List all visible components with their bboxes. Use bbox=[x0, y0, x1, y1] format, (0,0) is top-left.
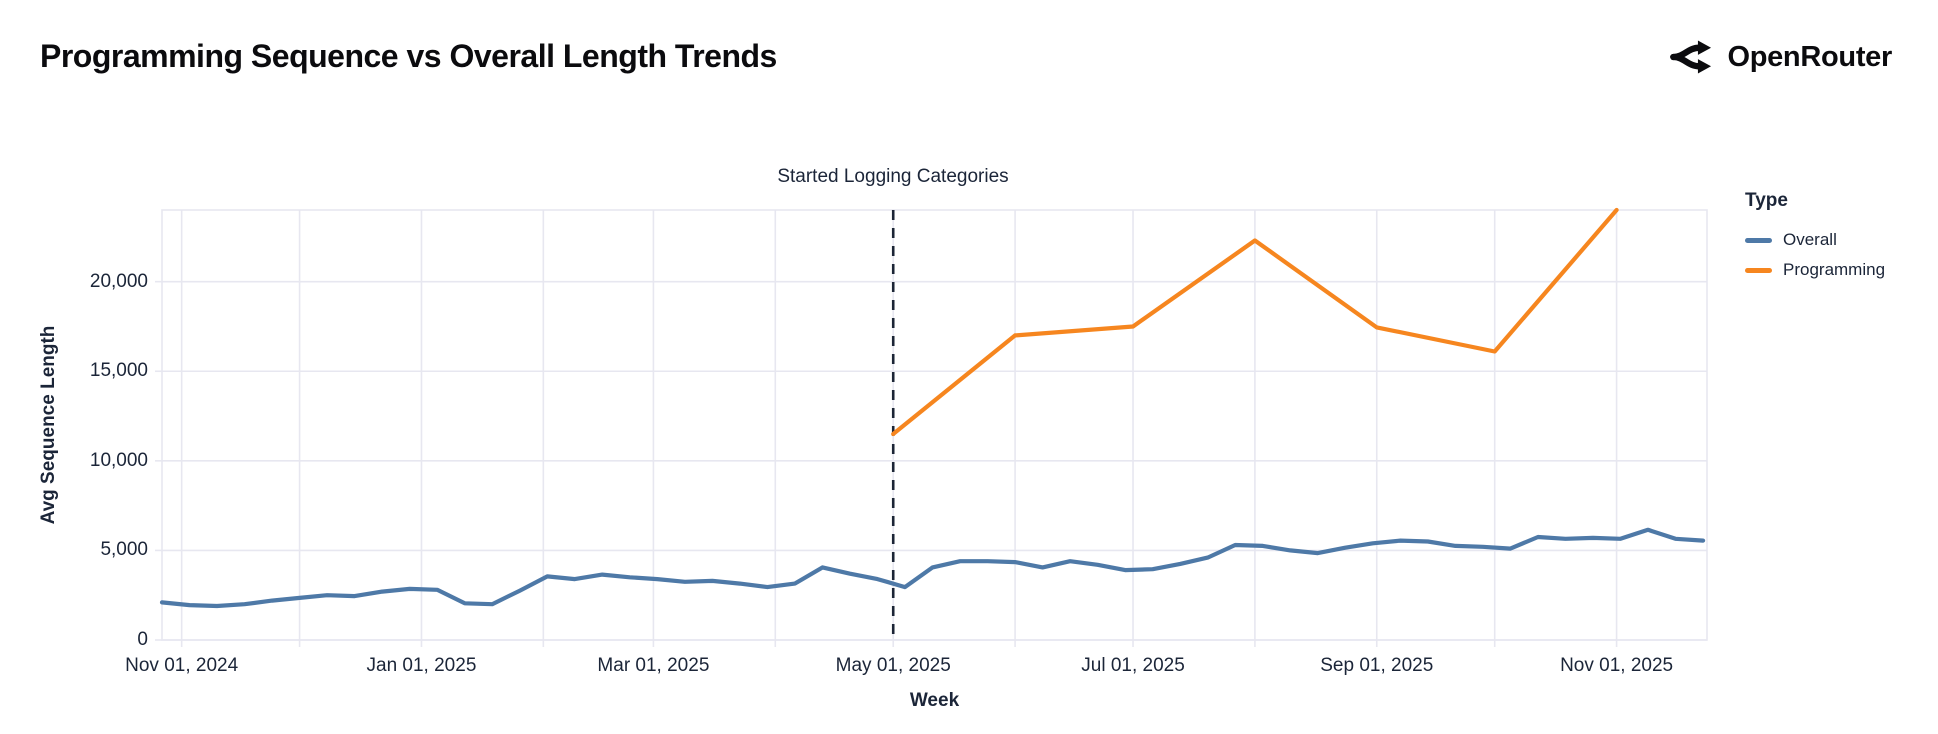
x-tick-label: May 01, 2025 bbox=[835, 655, 951, 676]
y-tick-label: 0 bbox=[137, 629, 148, 650]
legend-swatch-icon bbox=[1745, 237, 1772, 243]
legend-item-programming: Programming bbox=[1745, 260, 1885, 280]
legend-title: Type bbox=[1745, 190, 1788, 211]
x-tick-label: Nov 01, 2025 bbox=[1560, 655, 1674, 676]
openrouter-logo-icon bbox=[1670, 36, 1714, 78]
legend: Type Overall Programming bbox=[1745, 190, 1885, 290]
legend-items: Overall Programming bbox=[1745, 230, 1885, 280]
legend-item-overall: Overall bbox=[1745, 230, 1885, 250]
page-title: Programming Sequence vs Overall Length T… bbox=[40, 38, 777, 74]
legend-item-label: Programming bbox=[1783, 260, 1886, 279]
x-tick-label: Sep 01, 2025 bbox=[1320, 655, 1434, 676]
y-tick-label: 10,000 bbox=[89, 449, 148, 471]
x-tick-label: Mar 01, 2025 bbox=[597, 655, 710, 676]
legend-swatch-icon bbox=[1745, 267, 1772, 273]
y-tick-label: 20,000 bbox=[89, 270, 148, 292]
x-tick-label: Nov 01, 2024 bbox=[125, 655, 239, 676]
x-axis-title: Week bbox=[909, 690, 960, 711]
legend-item-label: Overall bbox=[1783, 230, 1837, 249]
y-tick-label: 15,000 bbox=[89, 360, 148, 382]
brand: OpenRouter bbox=[1670, 36, 1892, 78]
x-tick-label: Jan 01, 2025 bbox=[366, 655, 477, 676]
y-tick-label: 5,000 bbox=[100, 539, 148, 561]
brand-name: OpenRouter bbox=[1727, 40, 1892, 73]
annotation-label: Started Logging Categories bbox=[777, 166, 1009, 187]
x-tick-label: Jul 01, 2025 bbox=[1081, 655, 1185, 676]
